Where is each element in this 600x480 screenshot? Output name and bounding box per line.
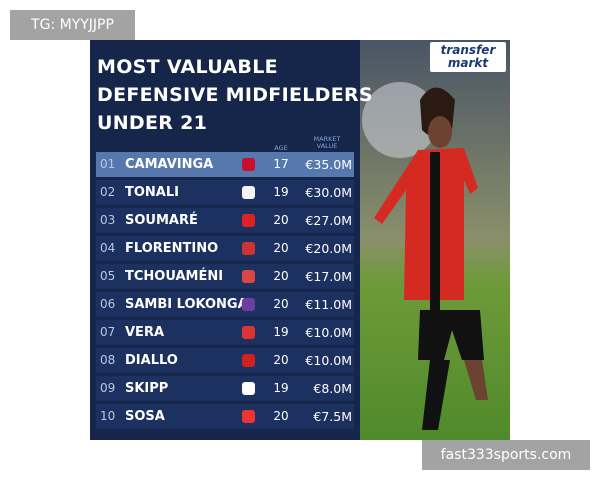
market-value: €35.0M bbox=[305, 157, 352, 172]
rank: 10 bbox=[100, 409, 116, 423]
age: 19 bbox=[273, 325, 289, 339]
market-value: €7.5M bbox=[313, 409, 352, 424]
footer: fast333sports.com bbox=[422, 440, 590, 470]
age: 20 bbox=[273, 213, 289, 227]
table-row: 05 TCHOUAMÉNI 20 €17.0M bbox=[96, 264, 354, 289]
table-row: 10 SOSA 20 €7.5M bbox=[96, 404, 354, 429]
rank: 08 bbox=[100, 353, 116, 367]
age: 19 bbox=[273, 381, 289, 395]
value-header: MARKET VALUE bbox=[313, 135, 341, 150]
logo-line: markt bbox=[447, 56, 489, 70]
market-value: €17.0M bbox=[305, 269, 352, 284]
rank: 01 bbox=[100, 157, 116, 171]
player-name: SOUMARÉ bbox=[125, 213, 198, 228]
logo: transfer markt bbox=[430, 42, 506, 72]
market-value: €20.0M bbox=[305, 241, 352, 256]
age-header: AGE bbox=[274, 144, 288, 152]
market-value: €10.0M bbox=[305, 325, 352, 340]
club-badge bbox=[242, 270, 255, 283]
age: 20 bbox=[273, 241, 289, 255]
title-line: DEFENSIVE MIDFIELDERS bbox=[97, 84, 373, 106]
rank: 04 bbox=[100, 241, 116, 255]
player-name: SAMBI LOKONGA bbox=[125, 297, 248, 312]
rank: 03 bbox=[100, 213, 116, 227]
market-value: €11.0M bbox=[305, 297, 352, 312]
club-badge bbox=[242, 186, 255, 199]
table-row: 02 TONALI 19 €30.0M bbox=[96, 180, 354, 205]
player-name: TCHOUAMÉNI bbox=[125, 269, 224, 284]
rank: 07 bbox=[100, 325, 116, 339]
club-badge bbox=[242, 326, 255, 339]
club-badge bbox=[242, 298, 255, 311]
player-photo bbox=[360, 40, 510, 440]
club-badge bbox=[242, 242, 255, 255]
market-value: €10.0M bbox=[305, 353, 352, 368]
club-badge bbox=[242, 354, 255, 367]
player-name: DIALLO bbox=[125, 353, 178, 368]
player-name: CAMAVINGA bbox=[125, 157, 214, 172]
title-line: MOST VALUABLE bbox=[97, 56, 278, 78]
age: 17 bbox=[273, 157, 289, 171]
club-badge bbox=[242, 410, 255, 423]
table-row: 01 CAMAVINGA 17 €35.0M bbox=[96, 152, 354, 177]
club-badge bbox=[242, 382, 255, 395]
player-name: SKIPP bbox=[125, 381, 169, 396]
player-name: TONALI bbox=[125, 185, 179, 200]
title-line: UNDER 21 bbox=[97, 112, 208, 134]
club-badge bbox=[242, 158, 255, 171]
table-row: 04 FLORENTINO 20 €20.0M bbox=[96, 236, 354, 261]
table-row: 08 DIALLO 20 €10.0M bbox=[96, 348, 354, 373]
market-value: €8.0M bbox=[313, 381, 352, 396]
watermark: TG: MYYJJPP bbox=[10, 10, 135, 40]
age: 20 bbox=[273, 269, 289, 283]
age: 20 bbox=[273, 409, 289, 423]
player-name: SOSA bbox=[125, 409, 165, 424]
age: 20 bbox=[273, 297, 289, 311]
logo-line: transfer bbox=[440, 43, 496, 57]
table-row: 07 VERA 19 €10.0M bbox=[96, 320, 354, 345]
infographic: transfer markt MOST VALUABLE DEFENSIVE M… bbox=[90, 40, 510, 440]
market-value: €27.0M bbox=[305, 213, 352, 228]
table-row: 03 SOUMARÉ 20 €27.0M bbox=[96, 208, 354, 233]
age: 20 bbox=[273, 353, 289, 367]
rank: 09 bbox=[100, 381, 116, 395]
table-row: 06 SAMBI LOKONGA 20 €11.0M bbox=[96, 292, 354, 317]
age: 19 bbox=[273, 185, 289, 199]
market-value: €30.0M bbox=[305, 185, 352, 200]
rank: 05 bbox=[100, 269, 116, 283]
club-badge bbox=[242, 214, 255, 227]
rank: 02 bbox=[100, 185, 116, 199]
rank: 06 bbox=[100, 297, 116, 311]
table-row: 09 SKIPP 19 €8.0M bbox=[96, 376, 354, 401]
player-name: FLORENTINO bbox=[125, 241, 219, 256]
player-name: VERA bbox=[125, 325, 165, 340]
